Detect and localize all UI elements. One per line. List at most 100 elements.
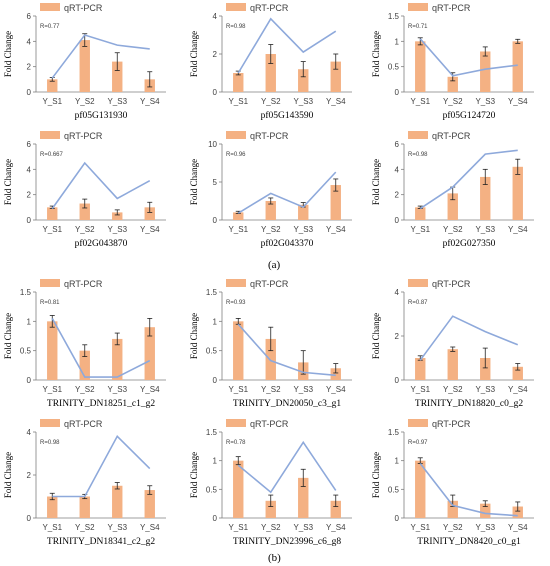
x-tick-label: Y_S1	[42, 523, 62, 532]
line-series	[237, 440, 337, 494]
x-tick-label: Y_S2	[75, 97, 95, 106]
y-tick-label: 4	[213, 12, 218, 21]
x-tick-label: Y_S3	[475, 225, 495, 234]
y-tick-label: 4	[27, 37, 32, 46]
bar	[112, 212, 123, 220]
y-tick-label: 2	[395, 332, 400, 341]
x-tick-label: Y_S1	[42, 385, 62, 394]
legend-swatch	[40, 279, 60, 287]
y-tick-label: 4	[27, 165, 32, 174]
bar	[298, 69, 309, 92]
y-tick-label: 1.5	[388, 428, 400, 437]
y-tick-label: 10	[208, 140, 217, 149]
chart-10: qRT-PCR R=0.98 0 2 4 Fold Change Y_S1 Y_S2 Y_S3 Y…	[3, 419, 166, 547]
x-tick-label: Y_S3	[475, 97, 495, 106]
line-series	[51, 34, 150, 79]
y-tick-label: 4	[395, 165, 400, 174]
chart-8: qRT-PCR R=0.93 0 0.5 1 1.5 Fold Change Y_S1 Y_S2…	[189, 279, 352, 409]
x-tick-label: Y_S4	[140, 97, 160, 106]
x-tick-label: Y_S3	[107, 225, 127, 234]
legend-swatch	[226, 131, 246, 139]
x-tick-label: Y_S4	[326, 385, 346, 394]
legend-label: qRT-PCR	[250, 419, 289, 429]
bar	[47, 79, 58, 92]
x-tick-label: Y_S3	[107, 523, 127, 532]
bar	[415, 358, 426, 380]
r-value-label: R=0.93	[226, 300, 246, 306]
line-series	[419, 463, 518, 517]
y-tick-label: 0	[395, 216, 400, 225]
y-tick-label: 4	[27, 428, 32, 437]
r-value-label: R=0.98	[408, 152, 428, 158]
x-tick-label: Y_S2	[75, 225, 95, 234]
bar	[47, 496, 58, 518]
y-tick-label: 0	[27, 376, 32, 385]
chart-3: qRT-PCR R=0.71 0 0.5 1 1.5 Fold Change Y_S1 Y_S2…	[371, 3, 534, 121]
x-tick-label: Y_S4	[326, 97, 346, 106]
y-tick-label: 0	[213, 216, 218, 225]
y-axis-label: Fold Change	[371, 452, 381, 498]
legend-swatch	[226, 3, 246, 11]
line-series	[419, 315, 519, 361]
y-tick-label: 2	[27, 191, 32, 200]
chart-title: TRINITY_DN18251_c1_g2	[47, 399, 155, 409]
y-axis-label: Fold Change	[371, 313, 381, 359]
chart-1: qRT-PCR R=0.77 0 2 4 6 Fold Change Y_S1 Y_S2 Y_S3…	[3, 3, 166, 121]
bar	[79, 203, 90, 220]
bar	[512, 506, 523, 518]
bar	[298, 204, 309, 220]
legend-label: qRT-PCR	[432, 419, 471, 429]
line-series	[419, 149, 518, 210]
bar	[415, 207, 426, 220]
y-tick-label: 0.5	[388, 485, 400, 494]
bar	[112, 61, 123, 92]
x-tick-label: Y_S3	[107, 385, 127, 394]
x-tick-label: Y_S1	[410, 523, 430, 532]
y-axis-label: Fold Change	[371, 31, 381, 77]
y-axis-label: Fold Change	[3, 159, 13, 205]
bar	[112, 338, 123, 380]
x-tick-label: Y_S4	[140, 523, 160, 532]
bar	[112, 485, 123, 518]
bar	[233, 321, 244, 380]
y-tick-label: 0	[213, 88, 218, 97]
x-tick-label: Y_S2	[261, 385, 281, 394]
legend-label: qRT-PCR	[432, 131, 471, 141]
x-tick-label: Y_S1	[228, 97, 248, 106]
bar	[330, 368, 341, 380]
bar	[79, 40, 90, 92]
line-series	[237, 323, 336, 377]
bar	[47, 321, 58, 380]
bar	[144, 327, 155, 380]
chart-title: TRINITY_DN20050_c3_g1	[233, 399, 341, 409]
bar	[512, 366, 523, 380]
bar	[447, 193, 458, 220]
chart-title: pf05G124720	[443, 110, 496, 121]
y-tick-label: 0.5	[388, 63, 400, 72]
bar	[144, 207, 155, 220]
x-tick-label: Y_S4	[508, 97, 528, 106]
y-tick-label: 0.5	[20, 347, 32, 356]
chart-title: pf02G043370	[261, 238, 314, 249]
bar	[298, 477, 309, 518]
y-tick-label: 1	[395, 457, 400, 466]
bar	[47, 207, 58, 220]
bar	[144, 490, 155, 518]
line-series	[237, 171, 337, 214]
chart-2: qRT-PCR R=0.98 0 2 4 Fold Change Y_S1 Y_S2 Y_S3 Y…	[189, 3, 352, 121]
legend-swatch	[408, 279, 428, 287]
bar	[265, 54, 276, 92]
bar	[233, 73, 244, 92]
bar	[265, 500, 276, 518]
chart-title: pf02G043870	[75, 238, 128, 249]
y-tick-label: 0.5	[206, 347, 218, 356]
legend-label: qRT-PCR	[64, 131, 103, 141]
y-tick-label: 1.5	[206, 288, 218, 297]
chart-12: qRT-PCR R=0.97 0 0.5 1 1.5 Fold Change Y_S1 Y_S2…	[371, 419, 534, 547]
chart-title: TRINITY_DN18341_c2_g2	[47, 537, 155, 547]
bar	[447, 500, 458, 518]
y-tick-label: 2	[213, 50, 218, 59]
legend-label: qRT-PCR	[64, 279, 103, 289]
x-tick-label: Y_S3	[293, 225, 313, 234]
legend-swatch	[40, 131, 60, 139]
